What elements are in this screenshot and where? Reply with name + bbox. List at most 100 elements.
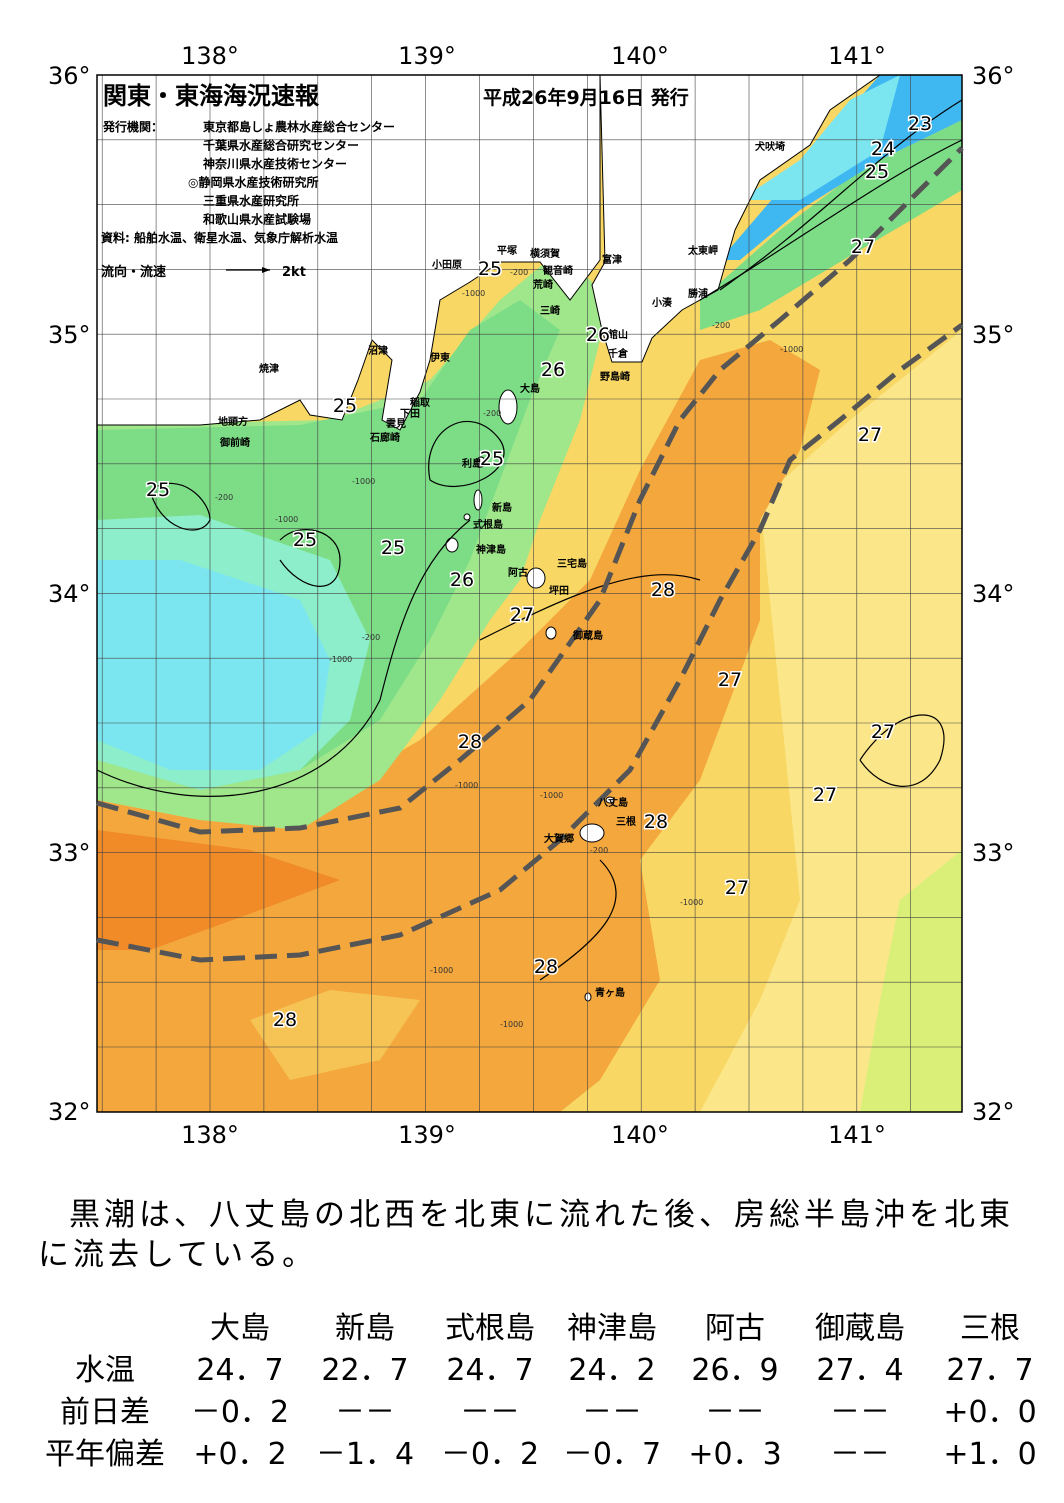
- place-name: 伊東: [429, 351, 450, 364]
- map-frame: [96, 74, 963, 1113]
- table-cell: －－: [705, 1395, 765, 1430]
- table-cell: +1．0: [943, 1437, 1036, 1472]
- place-name: 富津: [602, 253, 622, 266]
- land: [96, 74, 882, 1002]
- isotherm-label: 25: [146, 479, 170, 501]
- place-name: 小田原: [431, 258, 462, 271]
- row-label: 平年偏差: [45, 1437, 165, 1472]
- place-name: 千倉: [608, 347, 629, 360]
- lon-tick-top: 138°: [181, 42, 239, 70]
- lon-tick-bottom: 140°: [611, 1121, 669, 1149]
- lat-tick-right: 35°: [972, 321, 1015, 349]
- lon-tick-bottom: 141°: [828, 1121, 886, 1149]
- isotherm-label: 28: [458, 731, 482, 753]
- table-cell: －－: [582, 1395, 642, 1430]
- isotherm-label: 26: [586, 324, 610, 346]
- issuer: 東京都島しょ農林水産総合センター: [203, 119, 395, 134]
- depth-label: -1000: [275, 515, 298, 524]
- depth-label: -1000: [430, 966, 453, 975]
- kuroshio-north-edge: [96, 146, 964, 835]
- lat-tick-left: 34°: [48, 580, 91, 608]
- place-name: 横須賀: [530, 247, 560, 260]
- place-name: 式根島: [473, 518, 503, 531]
- isotherm-label: 27: [858, 424, 882, 446]
- place-name: 新島: [492, 501, 512, 514]
- isotherm-label: 27: [725, 877, 749, 899]
- place-name: 荒崎: [532, 278, 553, 291]
- summary-text: 黒潮は、八丈島の北西を北東に流れた後、房総半島沖を北東に流去している。: [38, 1197, 1014, 1273]
- row-label: 水温: [75, 1353, 135, 1388]
- place-name: 三崎: [540, 304, 560, 317]
- isotherm-label: 25: [381, 537, 405, 559]
- lon-tick-top: 141°: [828, 42, 886, 70]
- place-name: 犬吠埼: [755, 140, 785, 153]
- depth-label: -200: [215, 493, 233, 502]
- table-cell: －1．4: [316, 1437, 414, 1472]
- data-source: 資料: 船舶水温、衛星水温、気象庁解析水温: [101, 230, 338, 245]
- place-name: 館山: [607, 328, 628, 341]
- depth-label: -1000: [500, 1020, 523, 1029]
- place-name: 御前崎: [219, 436, 250, 449]
- isotherm-label: 24: [871, 138, 895, 160]
- lat-tick-right: 36°: [972, 62, 1015, 90]
- isotherm-label: 27: [718, 669, 742, 691]
- table-header: 御蔵島: [815, 1311, 905, 1346]
- depth-label: -200: [712, 321, 730, 330]
- table-header: 新島: [335, 1311, 395, 1346]
- depth-label: -200: [483, 409, 501, 418]
- isotherm-label: 25: [293, 529, 317, 551]
- isotherm-label: 25: [865, 161, 889, 183]
- isotherm-label: 25: [480, 448, 504, 470]
- table-cell: 24．7: [446, 1353, 533, 1388]
- depth-label: -1000: [680, 898, 703, 907]
- table-header: 阿古: [705, 1311, 765, 1346]
- table-cell: 24．2: [568, 1353, 655, 1388]
- table-cell: +0．3: [688, 1437, 781, 1472]
- isotherm-label: 26: [450, 569, 474, 591]
- table-cell: －－: [830, 1437, 890, 1472]
- isotherm-label: 27: [851, 236, 875, 258]
- row-label: 前日差: [60, 1395, 150, 1430]
- table-cell: －0．2: [441, 1437, 539, 1472]
- table-cell: －－: [335, 1395, 395, 1430]
- place-name: 三根: [616, 815, 636, 828]
- place-name: 稲取: [410, 396, 431, 409]
- table-cell: +0．0: [943, 1395, 1036, 1430]
- place-name: 雲見: [386, 418, 406, 430]
- table-cell: +0．2: [193, 1437, 286, 1472]
- isotherm-label: 26: [541, 359, 565, 381]
- place-name: 下田: [400, 408, 420, 420]
- table-cell: 24．7: [196, 1353, 283, 1388]
- isotherm-label: 28: [534, 956, 558, 978]
- table-cell: －0．7: [563, 1437, 661, 1472]
- depth-label: -200: [590, 846, 608, 855]
- issuer: 三重県水産研究所: [203, 193, 299, 208]
- depth-label: -1000: [780, 345, 803, 354]
- place-name: 三宅島: [557, 557, 587, 570]
- isotherm-label: 25: [333, 395, 357, 417]
- place-name: 沼津: [368, 344, 388, 357]
- issuer-label: 発行機関：: [102, 119, 163, 134]
- lat-tick-right: 34°: [972, 580, 1015, 608]
- depth-label: -1000: [352, 477, 375, 486]
- place-name: 御蔵島: [572, 629, 603, 642]
- issuer: 千葉県水産総合研究センター: [203, 138, 359, 153]
- place-name: 焼津: [259, 362, 279, 375]
- map-title: 関東・東海海況速報: [103, 82, 320, 110]
- place-name: 大島: [520, 382, 540, 395]
- issuer: 和歌山県水産試験場: [202, 212, 311, 227]
- isotherm-label: 28: [273, 1009, 297, 1031]
- depth-label: -200: [510, 268, 528, 277]
- lon-tick-top: 139°: [398, 42, 456, 70]
- isotherm-label: 27: [510, 604, 534, 626]
- lat-tick-right: 32°: [972, 1098, 1015, 1126]
- lon-tick-top: 140°: [611, 42, 669, 70]
- place-name: 青ヶ島: [595, 986, 625, 999]
- isotherm-label: 28: [644, 811, 668, 833]
- depth-label: -1000: [462, 289, 485, 298]
- lat-tick-left: 35°: [48, 321, 91, 349]
- place-name: 石廊崎: [369, 431, 400, 444]
- place-name: 太東岬: [687, 244, 718, 257]
- issuer: ◎静岡県水産技術研究所: [188, 175, 318, 190]
